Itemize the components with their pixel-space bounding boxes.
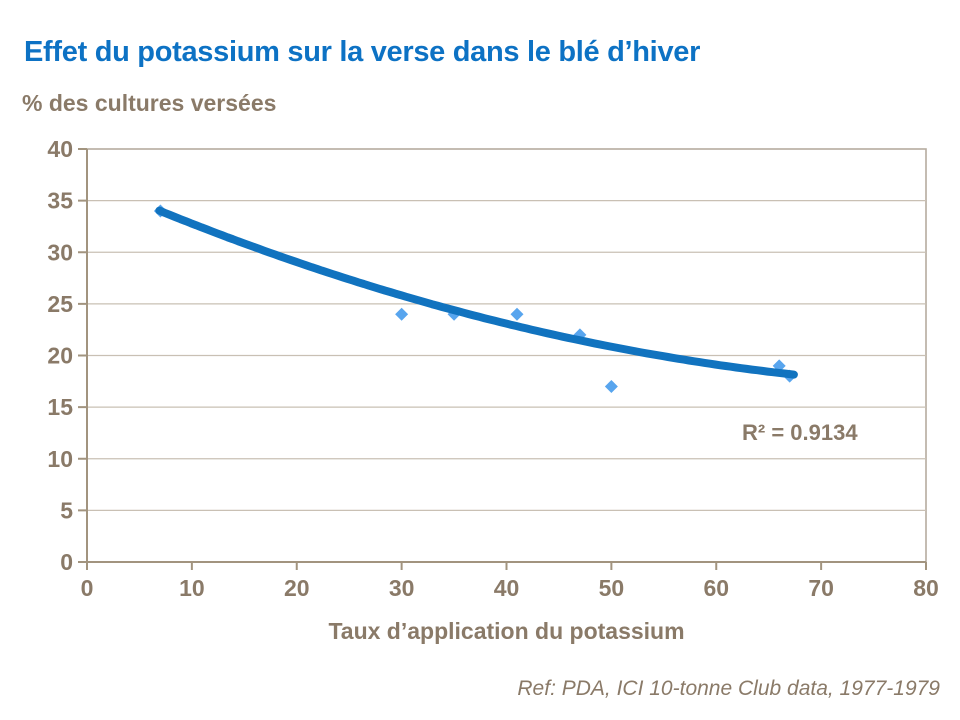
x-tick-label: 20 — [284, 575, 310, 601]
reference-note: Ref: PDA, ICI 10-tonne Club data, 1977-1… — [517, 677, 940, 700]
chart-title: Effet du potassium sur la verse dans le … — [24, 36, 701, 69]
x-tick-label: 0 — [81, 575, 94, 601]
data-point — [510, 307, 524, 321]
y-tick-label: 0 — [60, 549, 73, 575]
data-point — [395, 307, 409, 321]
x-axis-title: Taux d’application du potassium — [328, 618, 685, 644]
x-tick-label: 60 — [703, 575, 729, 601]
y-tick-label: 25 — [47, 291, 73, 317]
r-squared-annotation: R² = 0.9134 — [742, 420, 858, 445]
x-tick-label: 80 — [913, 575, 939, 601]
y-axis-title: % des cultures versées — [22, 90, 277, 116]
x-tick-label: 10 — [179, 575, 205, 601]
y-tick-label: 40 — [47, 136, 73, 162]
y-tick-label: 5 — [60, 497, 73, 523]
x-tick-label: 30 — [389, 575, 415, 601]
y-tick-label: 20 — [47, 343, 73, 369]
x-tick-label: 40 — [494, 575, 520, 601]
x-tick-label: 50 — [599, 575, 625, 601]
data-point — [604, 379, 618, 393]
x-tick-label: 70 — [808, 575, 834, 601]
trend-line — [155, 206, 798, 379]
y-tick-label: 30 — [47, 239, 73, 265]
y-tick-label: 10 — [47, 446, 73, 472]
y-tick-label: 35 — [47, 188, 73, 214]
y-tick-label: 15 — [47, 394, 73, 420]
